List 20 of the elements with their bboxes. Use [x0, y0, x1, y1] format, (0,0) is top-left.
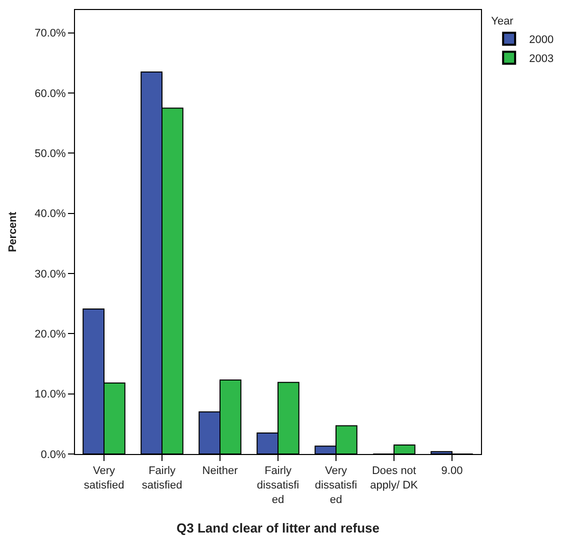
y-tick-label: 10.0% [34, 388, 66, 401]
legend-label: 2003 [529, 53, 554, 66]
y-tick-label: 50.0% [34, 148, 66, 160]
y-axis-title: Percent [7, 211, 20, 252]
x-tick-label: Fairly dissatisfied [256, 465, 300, 506]
y-tick-label: 20.0% [34, 328, 66, 341]
y-tick-label: 30.0% [34, 268, 66, 280]
x-tick-label: Does not apply/ DK [370, 465, 418, 492]
y-tick-label: 0.0% [40, 448, 66, 461]
x-tick-label: Neither [202, 465, 238, 478]
legend-title: Year [491, 15, 514, 28]
x-tick-label: Very dissatisfied [314, 465, 358, 506]
y-tick-label: 60.0% [34, 88, 66, 100]
x-tick-label: Very satisfied [84, 465, 124, 492]
y-tick-label: 40.0% [34, 208, 66, 220]
legend-label: 2000 [529, 34, 554, 46]
x-axis-title: Q3 Land clear of litter and refuse [176, 520, 380, 536]
x-tick-label: Fairly satisfied [142, 465, 182, 492]
x-tick-label: 9.00 [441, 465, 463, 478]
y-tick-label: 70.0% [34, 28, 66, 40]
